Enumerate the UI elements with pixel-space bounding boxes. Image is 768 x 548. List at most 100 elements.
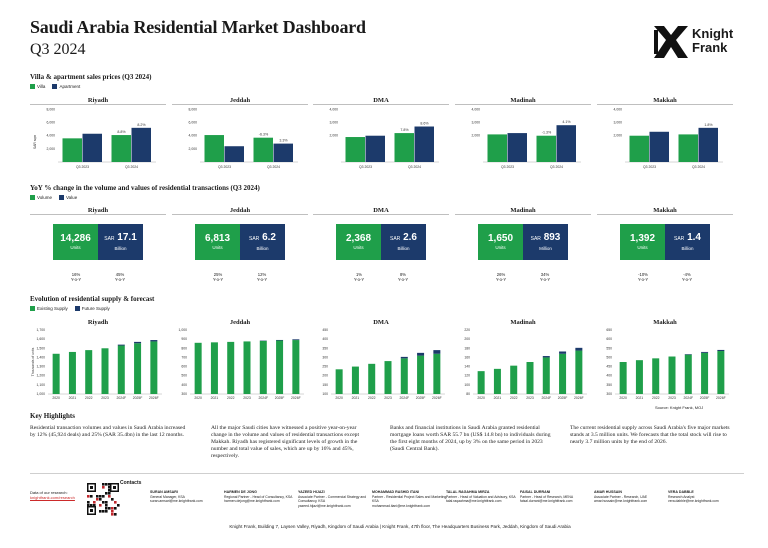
sales-bar — [273, 143, 293, 162]
y-tick-label: 2,000 — [614, 134, 623, 138]
x-tick-label: 2023 — [668, 396, 676, 400]
x-tick-label: 2024F — [683, 396, 693, 400]
existing-supply-bar — [368, 363, 376, 394]
sales-bar — [345, 137, 365, 162]
existing-supply-bar — [433, 353, 441, 394]
existing-supply-bar — [194, 342, 202, 394]
x-tick-label: 2022 — [368, 396, 376, 400]
qr-code[interactable] — [86, 482, 120, 516]
yoy-label: Y-o-Y — [495, 277, 507, 282]
contact-email[interactable]: faisal.durrani@me.knightfrank.com — [520, 499, 573, 504]
contact-card: SURAN AMSARI General Manager, KSA suran.am… — [150, 490, 230, 504]
existing-supply-bar — [542, 357, 550, 394]
kpi-value: SAR 2.6 Billion — [381, 224, 426, 260]
y-tick-label: 3,000 — [614, 121, 623, 125]
future-supply-bar — [717, 349, 725, 352]
x-tick-label: Q3 2024 — [267, 165, 280, 169]
panel-city-title: Jeddah — [229, 319, 251, 326]
contact-role: Partner - Head of Valuation and Advisory… — [446, 494, 516, 499]
panel-city-title: Madinah — [455, 96, 591, 105]
x-tick-label: 2025F — [558, 396, 568, 400]
change-annotation: 7.8% — [400, 128, 409, 132]
panel-city-title: DMA — [373, 319, 389, 326]
x-tick-label: 2025F — [700, 396, 710, 400]
x-tick-label: 2024F — [258, 396, 268, 400]
x-tick-label: 2022 — [85, 396, 93, 400]
y-axis-label: Thousands of units — [31, 347, 35, 376]
kpi-yoy-change: -10% Y-o-Y — [628, 272, 658, 282]
kpi-yoy-change: 1% Y-o-Y — [344, 272, 374, 282]
x-tick-label: 2026F — [574, 396, 584, 400]
y-tick-label: 600 — [606, 337, 612, 341]
kpi-value-number: SAR 2.6 — [390, 232, 417, 245]
kpi-value-unit: Billion — [397, 246, 410, 251]
kpi-value-unit: Billion — [681, 246, 694, 251]
existing-supply-bar — [150, 341, 158, 394]
y-tick-label: 650 — [606, 328, 612, 332]
footer-divider — [30, 473, 744, 474]
existing-supply-bar — [384, 361, 392, 394]
research-link[interactable]: knightfrank.com/research — [30, 495, 75, 500]
future-supply-bar — [559, 351, 567, 354]
future-supply-bar — [542, 356, 550, 358]
panel-city-title: Jeddah — [172, 96, 308, 105]
research-label: Data of our research: — [30, 490, 68, 495]
contact-email[interactable]: mohammad.itani@me.knightfrank.com — [372, 503, 431, 508]
y-tick-label: 100 — [322, 392, 328, 396]
x-tick-label: 2023 — [243, 396, 251, 400]
panel-city-title: Makkah — [597, 206, 733, 215]
x-tick-label: 2025F — [275, 396, 285, 400]
x-tick-label: 2020 — [335, 396, 343, 400]
yoy-label: Y-o-Y — [114, 277, 126, 282]
contact-email[interactable]: yazeed.hijazi@me.knightfrank.com — [298, 503, 351, 508]
contact-email[interactable]: suran.amsari@me.knightfrank.com — [150, 499, 203, 504]
yoy-label: Y-o-Y — [397, 277, 409, 282]
sales-bar — [365, 135, 385, 162]
change-annotation: -6.3% — [259, 133, 269, 137]
x-tick-label: 2025F — [416, 396, 426, 400]
y-tick-label: 200 — [464, 337, 470, 341]
contact-card: AMAR HUSSAIN Associate Partner - Research… — [594, 490, 674, 504]
contact-email[interactable]: amar.hussain@me.knightfrank.com — [594, 499, 648, 504]
contact-role: Partner - Head of Research, MENA — [520, 494, 574, 499]
qr-code-icon — [86, 482, 120, 516]
x-tick-label: 2024F — [399, 396, 409, 400]
y-tick-label: 900 — [181, 337, 187, 341]
x-tick-label: Q3 2023 — [643, 165, 656, 169]
y-tick-label: 400 — [322, 337, 328, 341]
y-tick-label: 300 — [181, 392, 187, 396]
kpi-card: 1,650 Units SAR 893 Million — [478, 224, 568, 260]
y-tick-label: 220 — [464, 328, 470, 332]
y-tick-label: 350 — [322, 346, 328, 350]
x-tick-label: 2020 — [194, 396, 202, 400]
supply-chart: 300 350 400 450 500 550 600 650 2020 2021 2022 2023… — [606, 328, 729, 400]
panel-city-title: DMA — [313, 96, 449, 105]
y-tick-label: 200 — [322, 374, 328, 378]
y-tick-label: 6,000 — [189, 121, 198, 125]
existing-supply-bar — [668, 356, 676, 394]
x-tick-label: 2021 — [352, 396, 360, 400]
existing-supply-bar — [652, 358, 660, 394]
x-tick-label: Q3 2024 — [692, 165, 705, 169]
kpi-volume-number: 6,813 — [204, 233, 231, 244]
contact-email[interactable]: vera.dabble@me.knightfrank.com — [668, 499, 719, 504]
y-tick-label: 4,000 — [614, 108, 623, 111]
contact-email[interactable]: harmen.dejong@me.knightfrank.com — [224, 499, 280, 504]
y-tick-label: 180 — [464, 346, 470, 350]
y-tick-label: 160 — [464, 355, 470, 359]
sales-chart: 2,000 4,000 6,000 8,000 Q3 2023 Q3 2024 -6.3% 3… — [189, 108, 298, 169]
sales-legend: Villa Apartment — [30, 84, 80, 90]
highlight-paragraph: Residential transaction volumes and valu… — [30, 425, 186, 438]
yoy-section-title: YoY % change in the volume and values of… — [30, 184, 260, 192]
future-supply-bar — [292, 339, 300, 341]
contact-card: VERA DABBLE Research Analyst vera.dabble@m… — [668, 490, 748, 504]
existing-supply-bar — [335, 369, 343, 394]
y-tick-label: 1,000 — [37, 392, 46, 396]
supply-legend: Existing Supply Future Supply — [30, 306, 110, 312]
future-supply-bar — [276, 339, 284, 341]
panel-city-title: Madinah — [510, 319, 536, 326]
kpi-volume-unit: Units — [212, 245, 223, 250]
supply-chart: 300 400 500 600 700 800 900 1,000 2020 2021 2022 20… — [179, 328, 304, 400]
kpi-volume-unit: Units — [70, 245, 81, 250]
contact-email[interactable]: talal.raqaahma@me.knightfrank.com — [446, 499, 502, 504]
